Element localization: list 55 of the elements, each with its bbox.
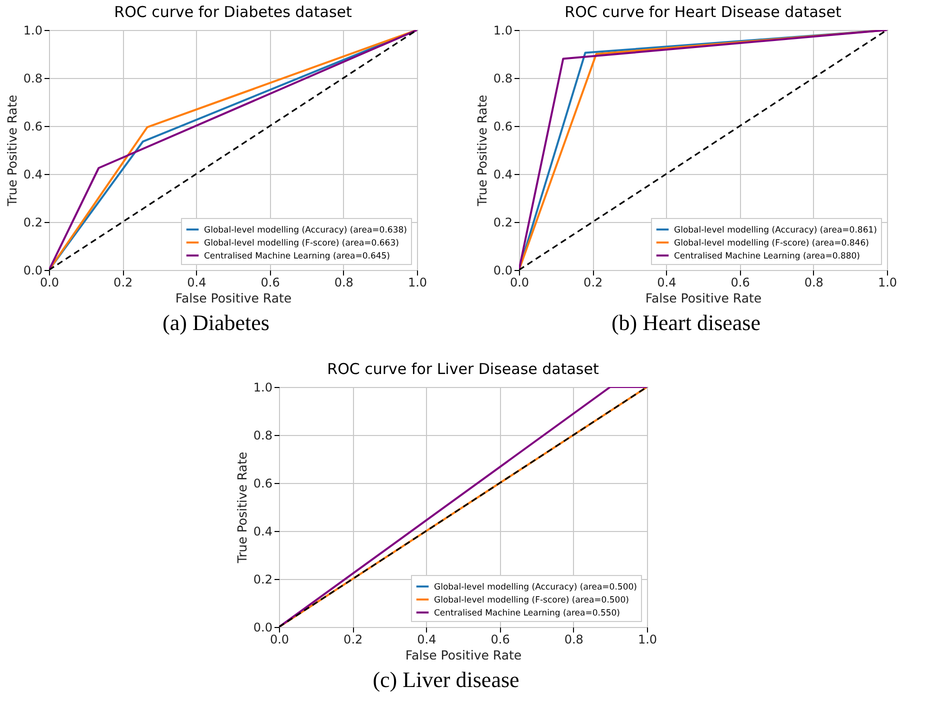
- x-tick-label: 0.0: [510, 276, 530, 290]
- y-tick-label: 0.8: [253, 428, 272, 442]
- chart-title: ROC curve for Diabetes dataset: [114, 3, 352, 21]
- legend-label: Global-level modelling (Accuracy) (area=0.638): [204, 226, 407, 236]
- y-tick-label: 0.8: [493, 72, 512, 86]
- x-tick-label: 0.8: [804, 276, 824, 290]
- y-axis-title: True Positive Rate: [234, 452, 250, 564]
- x-tick-label: 0.8: [564, 632, 584, 646]
- x-tick-label: 1.0: [878, 276, 898, 290]
- legend-label: Global-level modelling (F-score) (area=0.846): [674, 238, 869, 248]
- y-tick-label: 0.4: [493, 168, 512, 182]
- x-tick-label: 0.2: [344, 632, 363, 646]
- y-tick-label: 1.0: [253, 380, 272, 394]
- x-tick-label: 0.4: [417, 632, 436, 646]
- x-tick-label: 0.2: [114, 276, 133, 290]
- x-axis-title: False Positive Rate: [175, 290, 292, 306]
- y-tick-label: 0.4: [253, 524, 272, 538]
- y-axis-title: True Positive Rate: [4, 94, 20, 208]
- y-tick-label: 0.0: [23, 264, 42, 278]
- y-tick-label: 0.0: [493, 264, 512, 278]
- x-axis-title: False Positive Rate: [645, 290, 762, 306]
- y-tick-label: 1.0: [23, 24, 42, 38]
- x-tick-label: 1.0: [408, 276, 428, 290]
- y-tick-label: 0.6: [23, 120, 42, 134]
- y-tick-label: 0.8: [23, 72, 42, 86]
- chart-title: ROC curve for Liver Disease dataset: [327, 360, 599, 378]
- x-tick-label: 0.6: [730, 276, 750, 290]
- y-tick-label: 0.2: [493, 216, 512, 230]
- y-tick-label: 0.0: [253, 620, 272, 634]
- y-tick-label: 0.6: [493, 120, 512, 134]
- legend-label: Global-level modelling (Accuracy) (area=0.500): [434, 582, 637, 592]
- y-tick-label: 0.2: [253, 572, 272, 586]
- legend-label: Centralised Machine Learning (area=0.880): [674, 252, 860, 262]
- x-tick-label: 0.4: [187, 276, 206, 290]
- y-tick-label: 0.2: [23, 216, 42, 230]
- x-tick-label: 1.0: [638, 632, 658, 646]
- x-axis-title: False Positive Rate: [405, 648, 522, 662]
- y-tick-label: 0.6: [253, 476, 272, 490]
- y-tick-label: 1.0: [493, 24, 512, 38]
- x-tick-label: 0.0: [40, 276, 60, 290]
- legend-label: Centralised Machine Learning (area=0.645): [204, 252, 390, 262]
- x-tick-label: 0.2: [584, 276, 603, 290]
- chart-title: ROC curve for Heart Disease dataset: [564, 3, 842, 21]
- legend-label: Global-level modelling (F-score) (area=0.500): [434, 596, 629, 606]
- y-axis-title: True Positive Rate: [474, 94, 490, 208]
- x-tick-label: 0.4: [657, 276, 676, 290]
- legend-label: Global-level modelling (Accuracy) (area=0.861): [674, 226, 877, 236]
- legend-label: Centralised Machine Learning (area=0.550): [434, 608, 620, 618]
- y-tick-label: 0.4: [23, 168, 42, 182]
- x-tick-label: 0.8: [334, 276, 354, 290]
- text: (b) Heart disease: [610, 310, 762, 336]
- legend-label: Global-level modelling (F-score) (area=0.663): [204, 238, 399, 248]
- text: (a) Diabetes: [162, 310, 270, 336]
- text: (c) Liver disease: [372, 667, 520, 693]
- x-tick-label: 0.0: [270, 632, 290, 646]
